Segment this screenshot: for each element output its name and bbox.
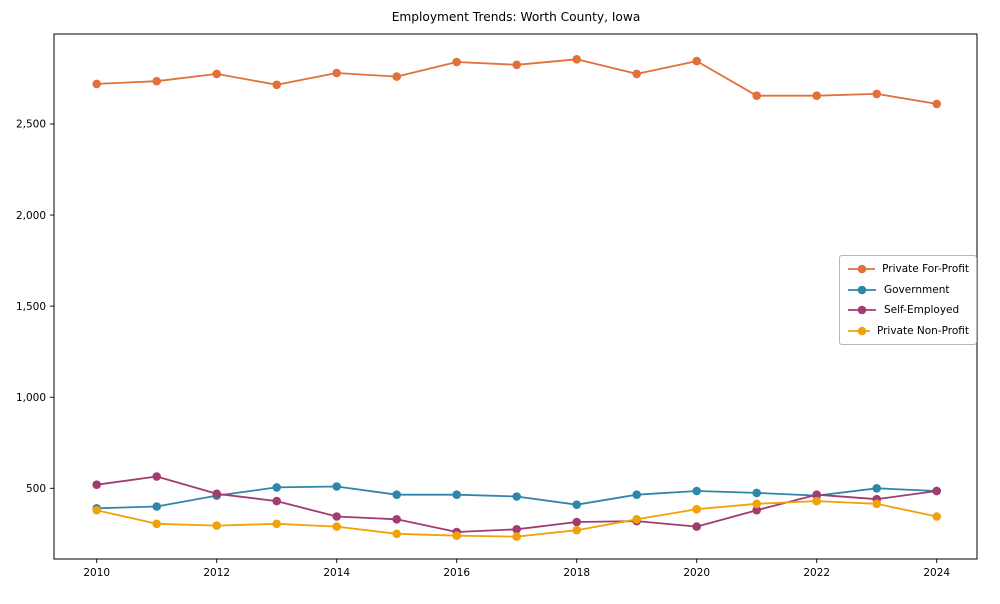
data-point-self-employed-2024	[932, 486, 941, 496]
data-point-private-for-profit-2024	[932, 99, 941, 109]
x-tick-label: 2012	[203, 567, 230, 579]
data-point-private-non-profit-2022	[812, 496, 821, 506]
data-point-private-non-profit-2015	[392, 529, 402, 539]
series-layer	[92, 55, 941, 541]
legend-dot-government	[857, 285, 867, 295]
data-point-private-non-profit-2018	[572, 525, 581, 535]
data-point-private-non-profit-2017	[512, 532, 521, 541]
data-point-government-2017	[512, 492, 521, 501]
x-tick-label: 2022	[803, 567, 830, 579]
data-point-private-non-profit-2016	[452, 531, 462, 540]
data-point-government-2013	[272, 483, 282, 492]
legend: Private For-Profit Government Self-Employe…	[839, 255, 977, 345]
data-point-private-non-profit-2020	[692, 504, 701, 514]
legend-marker-self-employed	[848, 305, 876, 315]
x-tick-label: 2016	[443, 567, 470, 579]
data-point-private-for-profit-2013	[272, 80, 282, 90]
data-point-government-2015	[392, 490, 402, 500]
legend-dot-private-non-profit	[857, 326, 867, 336]
legend-label-private-non-profit: Private Non-Profit	[876, 324, 969, 337]
data-point-private-for-profit-2018	[572, 55, 581, 64]
data-point-self-employed-2022	[812, 490, 821, 500]
data-point-government-2018	[572, 500, 581, 510]
x-tick-label: 2024	[923, 567, 950, 579]
data-point-self-employed-2020	[692, 522, 701, 531]
legend-dot-self-employed	[857, 305, 867, 315]
legend-label-government: Government	[884, 283, 950, 296]
data-point-self-employed-2018	[572, 517, 581, 527]
x-tick-label: 2010	[83, 567, 110, 579]
data-point-private-for-profit-2015	[392, 72, 402, 81]
data-point-private-non-profit-2012	[212, 521, 221, 530]
data-point-private-for-profit-2014	[332, 68, 342, 78]
y-tick-label: 2,500	[16, 119, 46, 131]
data-point-private-for-profit-2010	[92, 79, 101, 89]
data-point-private-non-profit-2014	[332, 522, 342, 531]
data-point-private-non-profit-2010	[92, 505, 101, 515]
data-point-government-2019	[632, 490, 641, 500]
chart-title: Employment Trends: Worth County, Iowa	[392, 10, 641, 24]
data-point-private-non-profit-2023	[872, 499, 881, 509]
legend-entry-government: Government	[847, 281, 969, 299]
legend-marker-private-for-profit	[848, 264, 876, 274]
data-point-self-employed-2017	[512, 525, 521, 534]
data-point-self-employed-2021	[752, 505, 761, 515]
axes: 2010 2012 2014 2016 2018 2020 2022 2024 500 1,000…	[16, 33, 978, 579]
y-tick-label: 2,000	[16, 210, 46, 222]
data-point-government-2020	[692, 486, 701, 496]
x-tick-label: 2020	[683, 567, 710, 579]
data-point-government-2023	[872, 484, 881, 493]
data-point-private-for-profit-2022	[812, 91, 821, 100]
data-point-government-2011	[152, 502, 161, 511]
data-point-self-employed-2012	[212, 489, 221, 499]
data-point-private-non-profit-2011	[152, 519, 161, 529]
data-point-private-for-profit-2012	[212, 69, 221, 79]
data-point-private-for-profit-2016	[452, 57, 462, 67]
data-point-government-2014	[332, 482, 342, 491]
legend-label-private-for-profit: Private For-Profit	[882, 263, 969, 276]
data-point-private-for-profit-2017	[512, 60, 521, 70]
data-point-government-2016	[452, 490, 462, 500]
data-point-self-employed-2014	[332, 512, 342, 521]
data-point-private-non-profit-2024	[932, 512, 941, 521]
y-tick-label: 500	[26, 483, 46, 495]
legend-entry-self-employed: Self-Employed	[847, 301, 969, 319]
data-point-private-for-profit-2011	[152, 76, 161, 86]
data-point-private-non-profit-2013	[272, 519, 282, 529]
series-line-self-employed	[96, 475, 937, 533]
data-point-self-employed-2011	[152, 472, 161, 481]
legend-marker-private-non-profit	[848, 326, 870, 336]
data-point-government-2021	[752, 488, 761, 498]
data-point-self-employed-2013	[272, 496, 282, 506]
data-point-self-employed-2015	[392, 515, 402, 524]
legend-dot-private-for-profit	[857, 264, 867, 274]
legend-entry-private-non-profit: Private Non-Profit	[847, 322, 969, 340]
legend-marker-government	[848, 285, 876, 295]
data-point-private-non-profit-2019	[632, 515, 641, 524]
legend-label-self-employed: Self-Employed	[884, 304, 960, 317]
data-point-private-for-profit-2021	[752, 91, 761, 100]
data-point-private-for-profit-2019	[632, 69, 641, 79]
y-tick-label: 1,500	[16, 301, 46, 313]
legend-entry-private-for-profit: Private For-Profit	[847, 260, 969, 278]
data-point-self-employed-2010	[92, 480, 101, 490]
data-point-private-for-profit-2023	[872, 89, 881, 99]
plot-border	[53, 33, 978, 560]
x-tick-label: 2018	[563, 567, 590, 579]
y-tick-label: 1,000	[16, 392, 46, 404]
x-tick-label: 2014	[323, 567, 350, 579]
data-point-private-for-profit-2020	[692, 56, 701, 66]
data-point-private-non-profit-2021	[752, 499, 761, 509]
